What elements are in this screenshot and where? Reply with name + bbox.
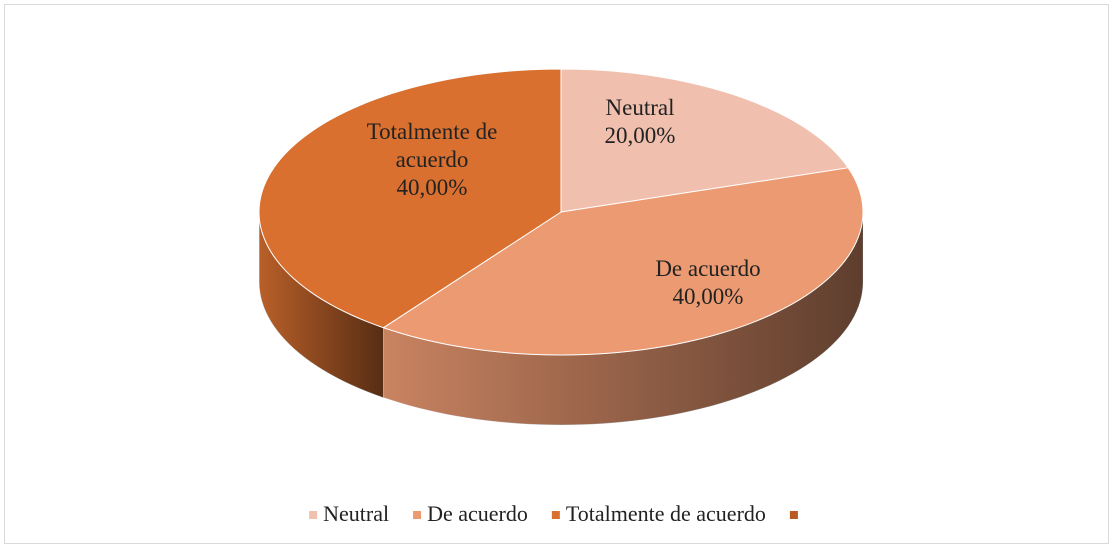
label-value: 40,00% [672, 284, 744, 309]
data-label: De acuerdo 40,00% [633, 255, 783, 311]
slice [382, 167, 864, 356]
slice [560, 68, 850, 213]
slice-side-shade [383, 212, 863, 425]
legend-swatch [309, 511, 318, 519]
legend-label: Totalmente de acuerdo [566, 501, 766, 526]
legend-label: Neutral [323, 501, 389, 526]
slice-side-shade [259, 212, 384, 398]
slice [258, 68, 562, 329]
legend-label: De acuerdo [427, 501, 528, 526]
legend-swatch [413, 511, 422, 519]
data-label: Neutral 20,00% [565, 94, 715, 150]
label-value: 40,00% [396, 175, 468, 200]
legend-swatch [551, 511, 560, 519]
label-category: Neutral [605, 95, 675, 120]
data-label: Totalmente de acuerdo 40,00% [357, 118, 507, 202]
label-value: 20,00% [604, 123, 676, 148]
label-category: Totalmente de acuerdo [366, 119, 498, 172]
legend-swatch [789, 511, 798, 519]
label-category: De acuerdo [655, 256, 761, 281]
